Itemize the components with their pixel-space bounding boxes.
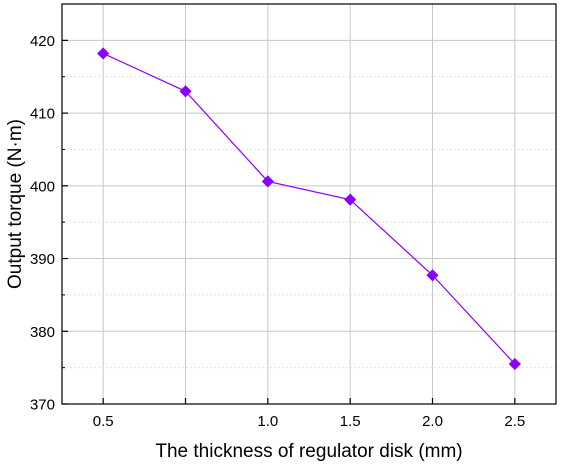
y-tick-label: 390 xyxy=(30,251,55,268)
grid xyxy=(62,4,556,405)
y-tick-label: 370 xyxy=(30,397,55,414)
series-line xyxy=(102,52,516,365)
series-group xyxy=(97,47,521,371)
data-point-marker xyxy=(179,85,192,98)
x-tick-label: 2.0 xyxy=(422,413,443,430)
x-tick-label: 0.5 xyxy=(93,413,114,430)
data-point-marker xyxy=(426,269,439,282)
x-tick-label: 1.0 xyxy=(257,413,278,430)
y-tick-label: 380 xyxy=(30,324,55,341)
x-axis-label: The thickness of regulator disk (mm) xyxy=(155,441,462,462)
data-point-marker xyxy=(344,193,357,206)
y-tick-label: 420 xyxy=(30,33,55,50)
axes: 370 380 390 400 410 420 0.5 1.0 1.5 2.0 2.5 xyxy=(30,33,525,430)
y-tick-label: 400 xyxy=(30,178,55,195)
y-axis-label: Output torque (N·m) xyxy=(5,119,26,289)
data-point-marker xyxy=(97,47,110,60)
y-tick-label: 410 xyxy=(30,106,55,123)
plot-area xyxy=(61,3,557,405)
data-point-marker xyxy=(261,175,274,188)
data-point-marker xyxy=(508,357,521,371)
x-tick-label: 1.5 xyxy=(340,413,361,430)
x-tick-label: 2.5 xyxy=(504,413,525,430)
